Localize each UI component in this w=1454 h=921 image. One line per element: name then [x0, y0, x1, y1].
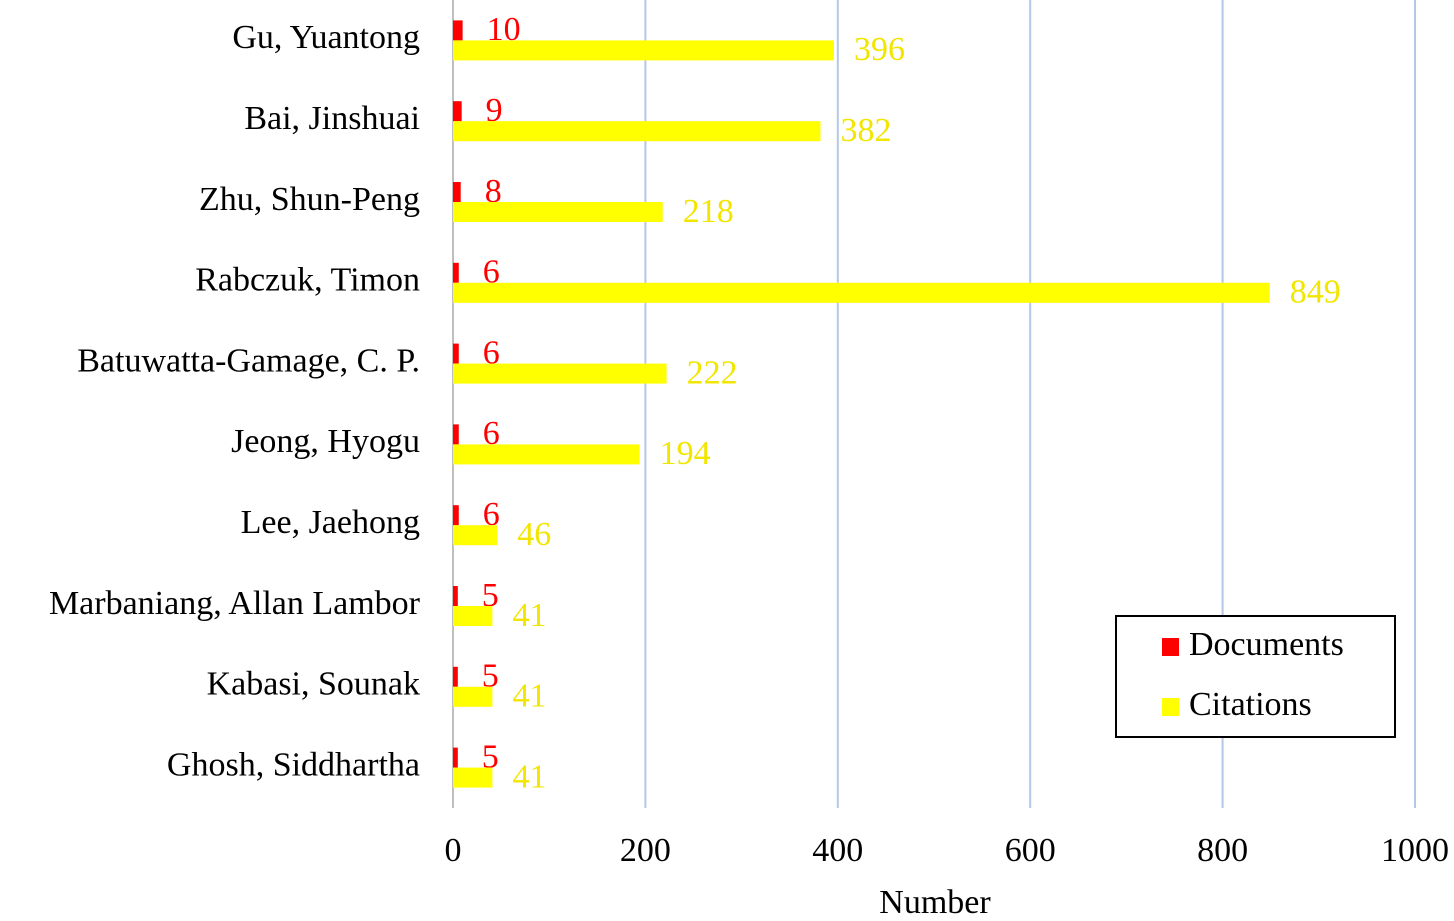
legend-swatch [1162, 638, 1179, 656]
value-label: 5 [482, 658, 499, 695]
bar [453, 747, 458, 768]
x-tick-label: 0 [445, 832, 462, 869]
x-tick-label: 800 [1197, 832, 1248, 869]
value-label: 5 [482, 577, 499, 614]
value-label: 8 [485, 173, 502, 210]
bar [453, 666, 458, 687]
legend-box [1115, 615, 1396, 738]
bar [453, 424, 459, 445]
legend-swatch [1162, 698, 1179, 716]
bar [453, 606, 493, 626]
y-tick-label: Lee, Jaehong [241, 504, 420, 541]
value-label: 9 [486, 92, 503, 129]
bar [453, 121, 821, 142]
y-tick-label: Batuwatta-Gamage, C. P. [77, 342, 420, 379]
bar [453, 20, 463, 41]
bar [453, 767, 493, 788]
x-axis-label: Number [879, 884, 991, 921]
bar [453, 444, 640, 465]
bar [453, 343, 459, 364]
value-label: 5 [482, 738, 499, 775]
y-tick-label: Zhu, Shun-Peng [199, 181, 420, 218]
bar [453, 686, 493, 707]
bar [453, 282, 1270, 303]
bar [453, 40, 834, 61]
x-tick-label: 200 [620, 832, 671, 869]
value-label: 222 [687, 354, 738, 391]
y-tick-label: Jeong, Hyogu [231, 423, 420, 460]
x-tick-label: 600 [1005, 832, 1056, 869]
y-tick-label: Marbaniang, Allan Lambor [49, 585, 421, 622]
value-label: 382 [840, 112, 891, 149]
value-label: 849 [1290, 274, 1341, 311]
y-tick-label: Kabasi, Sounak [207, 666, 420, 703]
value-label: 46 [517, 516, 551, 553]
y-tick-label: Ghosh, Siddhartha [167, 746, 420, 783]
value-label: 6 [483, 415, 500, 452]
value-label: 41 [512, 758, 546, 795]
value-label: 41 [512, 678, 546, 715]
x-tick-label: 400 [812, 832, 863, 869]
value-label: 6 [483, 334, 500, 371]
bar [453, 363, 667, 384]
bar [453, 182, 461, 202]
y-tick-label: Gu, Yuantong [232, 19, 420, 56]
value-label: 6 [483, 496, 500, 533]
legend-label: Documents [1189, 626, 1344, 663]
value-label: 41 [512, 597, 546, 634]
y-tick-label: Rabczuk, Timon [195, 262, 420, 299]
legend-label: Citations [1189, 686, 1312, 723]
value-label: 6 [483, 254, 500, 291]
y-tick-label: Bai, Jinshuai [244, 100, 420, 137]
bar [453, 505, 459, 526]
bar [453, 262, 459, 283]
bar [453, 586, 458, 606]
bar [453, 525, 498, 546]
bar [453, 101, 462, 122]
x-tick-label: 1000 [1381, 832, 1449, 869]
value-label: 218 [683, 193, 734, 230]
value-label: 194 [660, 435, 711, 472]
bar [453, 202, 663, 222]
value-label: 396 [854, 31, 905, 68]
